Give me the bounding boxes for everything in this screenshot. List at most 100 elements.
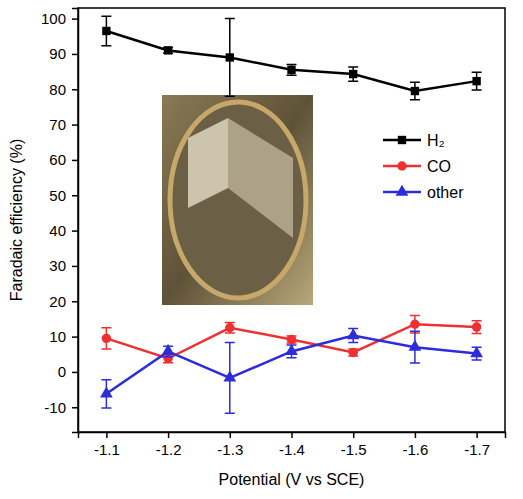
- marker: [102, 334, 111, 343]
- series: [101, 315, 481, 363]
- x-tick: -1.2: [156, 432, 182, 458]
- y-tick-mark: [72, 372, 78, 374]
- y-tick-label: 10: [49, 328, 66, 345]
- inset-photo-reflection: [228, 118, 293, 238]
- error-bar: [472, 321, 482, 334]
- x-tick-label: -1.1: [94, 441, 120, 458]
- series-line: [106, 324, 476, 358]
- marker: [470, 346, 483, 357]
- y-tick: -10: [44, 399, 78, 416]
- marker: [347, 328, 360, 339]
- legend-item: other: [383, 184, 464, 201]
- marker: [285, 344, 298, 355]
- y-tick-label: 100: [41, 10, 66, 27]
- marker: [349, 70, 357, 78]
- series-line: [106, 31, 476, 91]
- legend-label: H₂: [427, 132, 445, 149]
- x-tick-mark: [106, 432, 108, 438]
- x-tick-label: -1.6: [402, 441, 428, 458]
- y-axis-title: Faradaic efficiency (%): [8, 139, 25, 301]
- marker: [348, 348, 357, 357]
- series: [101, 16, 481, 100]
- x-tick: -1.5: [341, 432, 367, 458]
- y-tick-label: 20: [49, 293, 66, 310]
- x-tick-label: -1.5: [341, 441, 367, 458]
- inset-photo-reflection: [188, 118, 228, 208]
- x-tick: -1.1: [94, 432, 120, 458]
- marker: [287, 66, 295, 74]
- y-tick: 30: [49, 257, 78, 274]
- marker: [226, 53, 234, 61]
- legend-marker: [398, 136, 406, 144]
- y-tick-mark: [72, 407, 78, 409]
- marker: [472, 322, 481, 331]
- y-tick: 80: [49, 81, 78, 98]
- y-tick-label: -10: [44, 399, 66, 416]
- y-tick-mark: [72, 195, 78, 197]
- y-axis-line: [72, 9, 79, 433]
- inset-photo-bg: [162, 95, 313, 305]
- legend-item: CO: [383, 158, 451, 175]
- x-tick-mark: [476, 432, 478, 438]
- marker: [223, 371, 236, 382]
- marker: [410, 320, 419, 329]
- error-bar: [287, 65, 297, 76]
- y-tick-mark: [72, 18, 78, 20]
- error-bar: [472, 72, 482, 90]
- x-tick-mark: [230, 432, 232, 438]
- marker: [287, 335, 296, 344]
- y-tick: 20: [49, 293, 78, 310]
- x-tick-label: -1.2: [156, 441, 182, 458]
- x-tick-mark: [353, 432, 355, 438]
- y-tick-label: 80: [49, 81, 66, 98]
- x-tick-label: -1.7: [464, 441, 490, 458]
- marker: [162, 344, 175, 355]
- marker: [164, 46, 172, 54]
- y-tick: 40: [49, 222, 78, 239]
- y-tick-label: 40: [49, 222, 66, 239]
- y-tick-label: 70: [49, 116, 66, 133]
- y-tick: 10: [49, 328, 78, 345]
- y-tick-label: 90: [49, 45, 66, 62]
- error-bar: [225, 322, 235, 333]
- legend-label: other: [427, 184, 464, 201]
- plot: -100102030405060708090100-1.1-1.2-1.3-1.…: [41, 8, 506, 458]
- plot-frame: [78, 8, 505, 432]
- x-tick: -1.7: [464, 432, 490, 458]
- legend-marker: [396, 185, 409, 196]
- inset-photo: [162, 95, 313, 305]
- series: [100, 328, 483, 413]
- x-tick: -1.3: [217, 432, 243, 458]
- error-bar: [410, 82, 420, 100]
- y-tick-mark: [72, 160, 78, 162]
- error-bar: [410, 315, 420, 333]
- data-area: [100, 16, 483, 413]
- y-tick-mark: [72, 124, 78, 126]
- y-tick-mark: [72, 54, 78, 56]
- x-tick: -1.4: [279, 432, 305, 458]
- x-axis: -1.1 -1.2 -1.3 -1.4 -1.5 -1.6 -1.7: [79, 432, 506, 458]
- y-tick-mark: [72, 266, 78, 268]
- x-tick-mark: [415, 432, 417, 438]
- legend-item: H₂: [383, 132, 445, 149]
- y-axis: -100102030405060708090100: [41, 9, 79, 433]
- marker: [102, 27, 110, 35]
- y-tick-label: 30: [49, 257, 66, 274]
- x-tick-mark: [168, 432, 170, 438]
- error-bar: [225, 19, 235, 97]
- y-tick-label: 50: [49, 187, 66, 204]
- y-tick-mark: [72, 301, 78, 303]
- marker: [472, 77, 480, 85]
- marker: [100, 386, 113, 397]
- series-line: [106, 336, 476, 394]
- y-tick: 0: [58, 363, 78, 380]
- x-tick-label: -1.3: [217, 441, 243, 458]
- x-tick: -1.6: [402, 432, 428, 458]
- x-axis-title: Potential (V vs SCE): [219, 471, 365, 488]
- legend-label: CO: [427, 158, 451, 175]
- chart: -100102030405060708090100-1.1-1.2-1.3-1.…: [0, 0, 523, 499]
- marker: [409, 340, 422, 351]
- y-tick-mark: [72, 89, 78, 91]
- y-tick: 50: [49, 187, 78, 204]
- y-tick-label: 0: [58, 363, 66, 380]
